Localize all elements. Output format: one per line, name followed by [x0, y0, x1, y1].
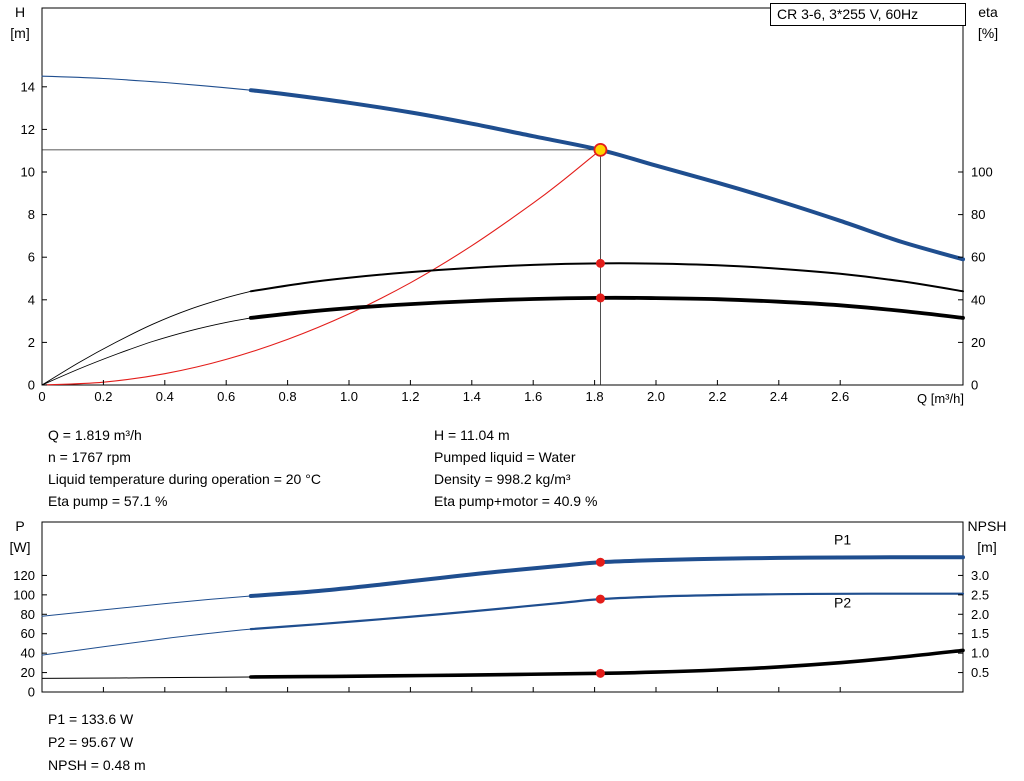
eta-pump-motor-curve-lead — [41, 317, 252, 386]
head-efficiency-chart: 0 0.2 0.4 0.6 0.8 1.0 1.2 1.4 1.6 1.8 2.0 2.2 2.4 2.6… — [21, 7, 993, 404]
x-tick-label: 2.2 — [708, 389, 726, 404]
y-right-tick-label: 100 — [971, 165, 993, 180]
y-left-tick-label: 8 — [28, 207, 35, 222]
y-left-tick-label: 40 — [21, 646, 35, 661]
p1-curve-lead — [41, 595, 252, 617]
y-left-tick-label: 6 — [28, 250, 35, 265]
reading-p1: P1 = 133.6 W — [48, 711, 134, 727]
x-tick-label: 1.0 — [340, 389, 358, 404]
eta-axis-symbol: eta — [978, 4, 998, 20]
reading-p2: P2 = 95.67 W — [48, 734, 134, 750]
x-tick-label: 1.4 — [463, 389, 481, 404]
y-left-tick-label: 12 — [21, 122, 35, 137]
x-tick-label: 2.6 — [831, 389, 849, 404]
reading-pumped-liquid: Pumped liquid = Water — [434, 449, 576, 465]
eta-pump-curve — [249, 262, 964, 293]
npsh-point — [595, 668, 605, 678]
plot-frame — [41, 521, 964, 693]
y-right-tick-label: 60 — [971, 250, 985, 265]
reading-npsh: NPSH = 0.48 m — [48, 757, 146, 773]
eta-pump-motor-point — [595, 293, 605, 303]
y-left-tick-label: 14 — [21, 79, 35, 94]
head-axis-symbol: H — [14, 4, 26, 20]
power-axis-symbol: P — [15, 518, 25, 534]
y-right-tick-label: 40 — [971, 292, 985, 307]
x-tick-label: 1.2 — [401, 389, 419, 404]
duty-readings-right: H = 11.04 m Pumped liquid = Water Densit… — [434, 424, 597, 512]
system-curve — [41, 149, 601, 386]
p1-curve — [248, 555, 965, 598]
x-tick-label: 0.2 — [94, 389, 112, 404]
npsh-axis-title: NPSH [m] — [956, 516, 1018, 558]
eta-pump-curve-lead — [41, 290, 252, 386]
head-curve — [248, 88, 965, 262]
y-left-tick-label: 20 — [21, 665, 35, 680]
y-left-tick-label: 4 — [28, 292, 35, 307]
p1-curve-label: P1 — [834, 531, 851, 547]
p2-curve-label: P2 — [834, 594, 851, 610]
x-tick-label: 1.6 — [524, 389, 542, 404]
power-axis-title: P [W] — [2, 516, 38, 558]
x-tick-label: 0.4 — [156, 389, 174, 404]
flow-axis-title: Q [m³/h] — [917, 391, 964, 406]
p2-point — [595, 594, 605, 604]
reading-eta-pump: Eta pump = 57.1 % — [48, 493, 168, 509]
y-right-tick-label: 0 — [971, 378, 978, 393]
eta-pump-motor-curve — [248, 295, 965, 320]
y-left-tick-label: 120 — [13, 568, 35, 583]
y-right-tick-label: 1.5 — [971, 626, 989, 641]
y-right-tick-label: 80 — [971, 207, 985, 222]
y-right-tick-label: 20 — [971, 335, 985, 350]
x-tick-label: 0 — [38, 389, 45, 404]
y-right-tick-label: 2.5 — [971, 587, 989, 602]
power-axis-unit: [W] — [9, 539, 31, 555]
y-left-tick-label: 100 — [13, 587, 35, 602]
p2-curve — [249, 592, 965, 631]
npsh-axis-symbol: NPSH — [967, 518, 1007, 534]
p1-point — [595, 557, 605, 567]
power-npsh-chart: 0 20 40 60 80 100 120 0.5 1.0 1.5 2.0 2.5 3.0 P1 P2 — [13, 521, 989, 700]
duty-readings-left: Q = 1.819 m³/h n = 1767 rpm Liquid tempe… — [48, 424, 321, 512]
reading-head: H = 11.04 m — [434, 427, 510, 443]
reading-eta-pump-motor: Eta pump+motor = 40.9 % — [434, 493, 598, 509]
eta-axis-unit: [%] — [977, 25, 999, 41]
x-tick-label: 1.8 — [586, 389, 604, 404]
plot-frame — [41, 7, 964, 386]
x-tick-label: 0.8 — [279, 389, 297, 404]
y-right-tick-label: 2.0 — [971, 607, 989, 622]
x-tick-label: 2.0 — [647, 389, 665, 404]
reading-density: Density = 998.2 kg/m³ — [434, 471, 571, 487]
y-right-tick-label: 3.0 — [971, 568, 989, 583]
y-left-tick-label: 0 — [28, 378, 35, 393]
pump-model-box: CR 3-6, 3*255 V, 60Hz — [770, 3, 966, 26]
npsh-curve-lead — [41, 676, 252, 679]
y-right-tick-label: 0.5 — [971, 665, 989, 680]
x-tick-label: 2.4 — [770, 389, 788, 404]
reading-speed: n = 1767 rpm — [48, 449, 131, 465]
eta-pump-point — [595, 258, 605, 268]
y-left-tick-label: 80 — [21, 607, 35, 622]
reading-flow: Q = 1.819 m³/h — [48, 427, 142, 443]
y-left-tick-label: 10 — [21, 165, 35, 180]
npsh-curve — [249, 648, 965, 679]
y-left-tick-label: 0 — [28, 685, 35, 700]
p2-curve-lead — [41, 628, 252, 656]
eta-axis-title: eta [%] — [964, 2, 1012, 44]
y-left-tick-label: 2 — [28, 335, 35, 350]
y-right-tick-label: 1.0 — [971, 646, 989, 661]
head-axis-title: H [m] — [2, 2, 38, 44]
y-left-tick-label: 60 — [21, 626, 35, 641]
reading-liquid-temperature: Liquid temperature during operation = 20… — [48, 471, 321, 487]
duty-point — [593, 142, 608, 157]
x-tick-label: 0.6 — [217, 389, 235, 404]
power-readings: P1 = 133.6 W P2 = 95.67 W NPSH = 0.48 m — [48, 708, 146, 777]
head-axis-unit: [m] — [10, 25, 30, 41]
npsh-axis-unit: [m] — [977, 539, 997, 555]
head-curve-lead — [41, 75, 252, 91]
